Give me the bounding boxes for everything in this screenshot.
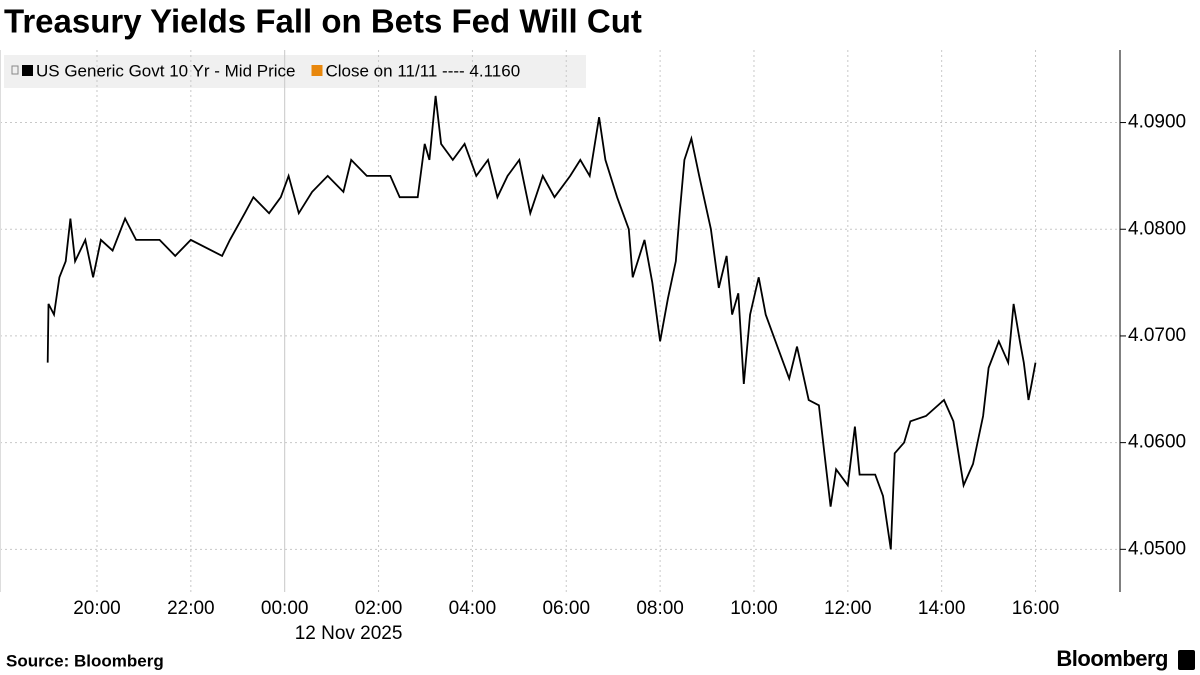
y-tick-label: 4.0700 bbox=[1128, 325, 1186, 346]
x-tick-label: 20:00 bbox=[73, 598, 121, 619]
legend-swatch bbox=[311, 65, 323, 76]
line bbox=[46, 95, 1037, 550]
source: Source: Bloomberg bbox=[6, 651, 164, 670]
x-tick-label: 04:00 bbox=[449, 598, 497, 619]
y-tick-label: 4.0900 bbox=[1128, 112, 1186, 133]
brand-icon bbox=[1178, 650, 1195, 670]
y-tick-label: 4.0500 bbox=[1128, 538, 1186, 559]
x-tick-label: 16:00 bbox=[1012, 598, 1060, 619]
y-tick-label: 4.0600 bbox=[1128, 432, 1186, 453]
legend-label: US Generic Govt 10 Yr - Mid Price bbox=[36, 61, 296, 80]
x-tick-label: 12:00 bbox=[824, 598, 872, 619]
x-date-label: 12 Nov 2025 bbox=[295, 623, 403, 644]
x-tick-label: 22:00 bbox=[167, 598, 215, 619]
legend-label: Close on 11/11 ---- 4.1160 bbox=[326, 61, 521, 80]
y-tick-label: 4.0800 bbox=[1128, 218, 1186, 239]
x-tick-label: 14:00 bbox=[918, 598, 966, 619]
x-tick-label: 06:00 bbox=[542, 598, 590, 619]
legend-swatch bbox=[22, 65, 33, 76]
x-tick-label: 00:00 bbox=[261, 598, 309, 619]
x-tick-label: 02:00 bbox=[355, 598, 403, 619]
legend-box bbox=[4, 55, 586, 88]
brand: Bloomberg bbox=[1056, 646, 1168, 671]
chart-title: Treasury Yields Fall on Bets Fed Will Cu… bbox=[4, 3, 642, 40]
x-tick-label: 08:00 bbox=[636, 598, 684, 619]
legend-icon bbox=[11, 65, 19, 75]
x-tick-label: 10:00 bbox=[730, 598, 778, 619]
